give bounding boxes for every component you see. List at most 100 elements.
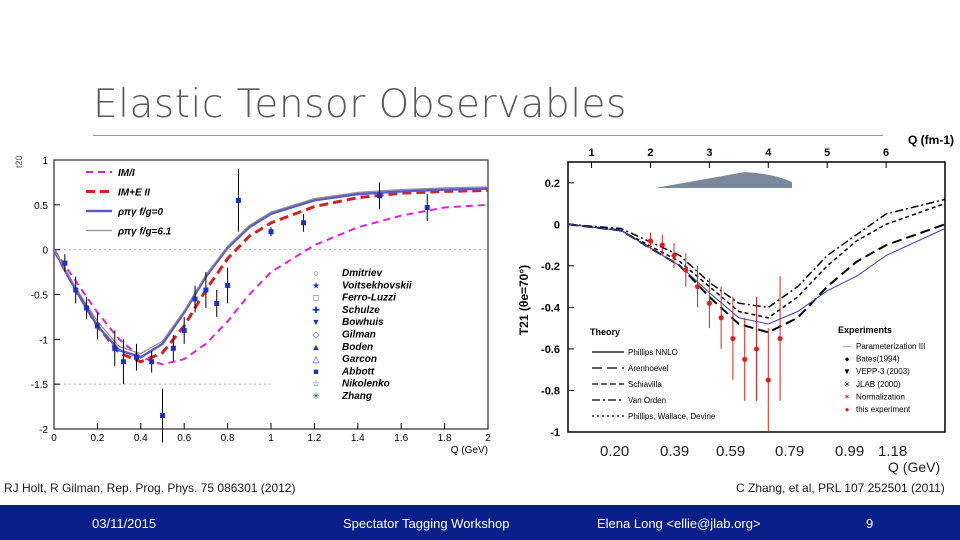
right-theory-label: Arenhoevel xyxy=(628,364,669,373)
right-theory-label: Schiavilla xyxy=(628,380,662,389)
left-data-point xyxy=(94,323,100,329)
left-legend-label: ρπγ f/g=0 xyxy=(117,207,163,218)
slide-title: Elastic Tensor Observables xyxy=(93,82,627,127)
footer-bar: 03/11/2015 Spectator Tagging Workshop El… xyxy=(0,505,960,540)
bottom-q-tick-label: 0.39 xyxy=(660,443,690,460)
right-data-point xyxy=(659,242,665,248)
right-y-tick-label: -1 xyxy=(550,427,560,439)
right-plot-frame xyxy=(567,161,946,433)
left-data-point xyxy=(235,197,241,203)
left-x-tick-label: 0.6 xyxy=(177,433,191,444)
left-x-tick-label: 1.4 xyxy=(351,433,365,444)
right-theory-label: Van Orden xyxy=(628,396,666,405)
left-exp-label: Abbott xyxy=(341,366,375,377)
left-y-tick-label: -1.5 xyxy=(31,380,49,391)
left-y-tick-label: -0.5 xyxy=(31,291,49,302)
bottom-q-tick-label: 0.99 xyxy=(835,443,865,460)
right-curve-2 xyxy=(567,198,946,309)
right-data-point xyxy=(647,238,654,244)
left-data-point xyxy=(301,220,307,226)
right-exp-symbol: ● xyxy=(845,405,850,414)
left-data-point xyxy=(268,229,274,235)
right-data-point xyxy=(765,377,771,383)
right-x-tick-label: 4 xyxy=(765,147,772,159)
left-exp-label: Dmitriev xyxy=(342,268,383,279)
right-exp-label: Bates(1994) xyxy=(856,355,900,364)
right-theory-title: Theory xyxy=(590,327,620,337)
footer-date: 03/11/2015 xyxy=(92,516,157,531)
right-x-tick-label: 5 xyxy=(824,147,830,159)
left-x-tick-label: 1.2 xyxy=(307,433,321,444)
left-x-tick-label: 0.4 xyxy=(134,433,148,444)
right-x-tick-label: 6 xyxy=(883,147,889,159)
left-exp-label: Nikolenko xyxy=(342,379,390,390)
right-data-point xyxy=(753,346,760,352)
left-exp-label: Zhang xyxy=(341,391,372,402)
left-y-tick-label: 0 xyxy=(42,246,48,257)
bottom-q-tick-label: 1.18 xyxy=(878,443,908,460)
right-exp-label: this experiment xyxy=(856,405,911,414)
left-legend-label: IM+E II xyxy=(118,188,150,199)
left-x-tick-label: 0.8 xyxy=(221,433,235,444)
left-exp-label: Gilman xyxy=(342,330,376,341)
left-exp-label: Bowhuis xyxy=(342,317,384,328)
left-exp-label: Ferro-Luzzi xyxy=(342,293,396,304)
right-data-point xyxy=(706,300,712,306)
footer-event: Spectator Tagging Workshop xyxy=(343,516,510,531)
left-exp-symbol: ○ xyxy=(313,268,318,278)
right-acceptance-shape xyxy=(655,172,792,188)
left-x-tick-label: 1 xyxy=(268,433,274,444)
bottom-q-tick-label: 0.79 xyxy=(775,443,805,460)
right-y-tick-label: -0.6 xyxy=(541,344,560,356)
left-data-point xyxy=(73,287,79,293)
bottom-q-tick-label: 0.59 xyxy=(716,443,746,460)
left-exp-symbol: ☆ xyxy=(312,379,320,389)
left-data-point xyxy=(120,359,126,365)
right-data-point xyxy=(694,284,701,290)
right-x-tick-label: 1 xyxy=(589,147,595,159)
left-data-point xyxy=(377,193,382,199)
left-legend-label: ρπγ f/g=6.1 xyxy=(117,227,172,238)
left-legend-label: IM/I xyxy=(118,168,135,179)
right-data-point xyxy=(742,356,748,362)
right-exp-symbol: ✶ xyxy=(844,392,851,401)
left-y-axis-label: t20 xyxy=(14,155,24,168)
left-data-point xyxy=(62,260,68,266)
right-exp-label: Parameterization III xyxy=(856,342,925,351)
right-data-point xyxy=(777,335,783,342)
left-x-tick-label: 2 xyxy=(485,433,491,444)
left-data-point xyxy=(225,283,231,289)
left-y-tick-label: 0.5 xyxy=(34,201,48,212)
right-theory-label: Phillips NNLO xyxy=(628,348,678,357)
right-x-tick-label: 2 xyxy=(647,147,653,159)
left-data-point xyxy=(203,287,209,293)
left-data-point xyxy=(112,345,118,351)
right-x-tick-label: 3 xyxy=(706,147,712,159)
title-divider xyxy=(93,135,883,136)
right-y-tick-label: -0.4 xyxy=(541,302,561,314)
footer-page-number: 9 xyxy=(866,516,874,531)
left-exp-symbol: ▲ xyxy=(312,342,321,352)
left-exp-symbol: ★ xyxy=(312,280,320,290)
right-exp-label: VEPP-3 (2003) xyxy=(856,367,910,376)
right-y-tick-label: -0.8 xyxy=(541,385,560,397)
right-y-tick-label: -0.2 xyxy=(541,261,560,273)
left-data-point xyxy=(192,296,198,302)
left-data-point xyxy=(84,305,90,311)
left-exp-symbol: ▼ xyxy=(312,317,321,327)
left-x-tick-label: 1.8 xyxy=(438,433,452,444)
left-y-tick-label: 1 xyxy=(42,156,48,167)
left-exp-symbol: ✳ xyxy=(312,391,320,401)
left-exp-symbol: ◇ xyxy=(313,330,320,340)
reference-right: C Zhang, et al, PRL 107 252501 (2011) xyxy=(736,481,945,495)
left-exp-label: Boden xyxy=(342,342,373,353)
right-data-point xyxy=(718,315,724,321)
left-x-tick-label: 0 xyxy=(51,433,57,444)
left-data-point xyxy=(149,359,155,365)
footer-author: Elena Long <ellie@jlab.org> xyxy=(597,516,761,531)
left-exp-label: Schulze xyxy=(342,305,380,316)
left-x-tick-label: 1.6 xyxy=(394,433,408,444)
right-curve-1 xyxy=(567,202,946,319)
right-data-point xyxy=(730,335,736,342)
